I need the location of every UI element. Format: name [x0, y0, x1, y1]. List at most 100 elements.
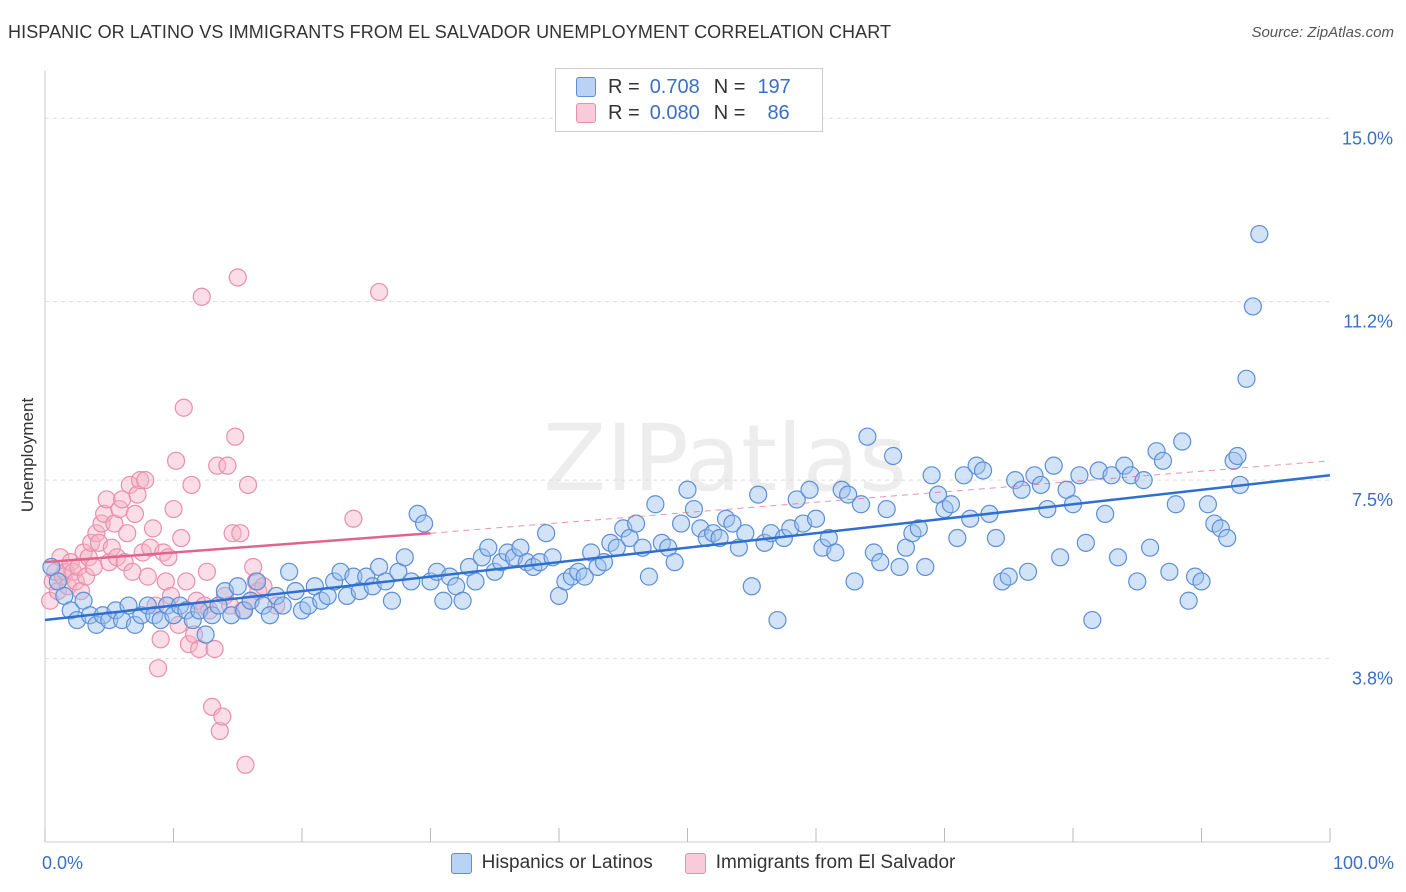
data-point [97, 490, 116, 509]
data-point [164, 499, 183, 519]
data-point [742, 577, 761, 596]
data-point [174, 398, 193, 417]
axes [44, 70, 1331, 843]
data-point [749, 485, 768, 504]
data-point [260, 606, 279, 625]
data-point [223, 524, 242, 543]
legend-row-hispanics: R = 0.708 N = 197 [576, 74, 795, 100]
data-point [1076, 533, 1095, 552]
data-point [1147, 442, 1166, 461]
correlation-legend: R = 0.708 N = 197 R = 0.080 N = 86 [555, 68, 823, 132]
data-point [402, 572, 421, 591]
data-point [202, 606, 222, 625]
series-immigrants-el-salvador [41, 268, 389, 774]
data-point [1228, 446, 1247, 466]
data-point [61, 601, 80, 620]
data-point [736, 524, 755, 543]
data-point [1211, 519, 1230, 538]
data-point [986, 528, 1006, 548]
y-tick-label: 11.2% [1343, 312, 1393, 332]
data-point [845, 572, 864, 591]
data-point [1128, 572, 1147, 591]
data-point [1179, 591, 1198, 610]
data-point [485, 562, 504, 581]
data-point [218, 456, 237, 475]
chart-title: HISPANIC OR LATINO VS IMMIGRANTS FROM EL… [8, 22, 892, 42]
data-point [143, 519, 163, 538]
data-point [370, 282, 389, 302]
data-point [1160, 562, 1179, 581]
data-point [1006, 471, 1025, 490]
data-point [395, 548, 414, 567]
data-point [626, 514, 646, 533]
source-label: Source: ZipAtlas.com [1251, 24, 1394, 41]
data-point [156, 572, 175, 591]
data-point [169, 615, 188, 634]
data-point [1051, 548, 1070, 567]
data-point [273, 596, 292, 615]
data-point [238, 475, 258, 495]
data-point [357, 567, 376, 586]
legend-swatch-blue [450, 852, 472, 874]
data-point [1102, 466, 1121, 485]
data-point [74, 543, 93, 562]
data-point [877, 499, 896, 519]
data-point [434, 591, 453, 610]
data-point [646, 495, 665, 514]
data-point [166, 451, 186, 470]
data-point [148, 659, 168, 678]
y-tick-label: 15.0% [1342, 128, 1393, 148]
legend-label-hispanics: Hispanics or Latinos [481, 852, 653, 873]
data-point [941, 495, 961, 514]
y-tick-label: 3.8% [1352, 669, 1393, 689]
data-point [118, 524, 137, 543]
legend-label-el-salvador: Immigrants from El Salvador [715, 852, 956, 873]
data-point [105, 514, 124, 533]
legend-swatch-blue [576, 77, 596, 97]
data-point [883, 446, 903, 466]
data-point [196, 625, 215, 644]
r-value: 0.708 [649, 75, 700, 98]
data-point [280, 562, 299, 581]
data-point [1166, 495, 1185, 514]
data-point [1018, 562, 1038, 581]
data-point [136, 471, 155, 490]
data-point [909, 519, 928, 538]
data-point [125, 615, 145, 634]
data-point [177, 572, 196, 591]
data-point [684, 499, 704, 519]
data-point [192, 287, 211, 306]
watermark: ZIPatlas [543, 405, 907, 512]
data-point [961, 509, 980, 528]
data-point [208, 456, 227, 475]
r-label: R = [608, 75, 640, 98]
data-point [1096, 504, 1115, 524]
data-point [639, 567, 659, 586]
data-point [138, 567, 157, 586]
data-point [1192, 572, 1211, 591]
data-point [973, 461, 993, 480]
legend-row-el-salvador: R = 0.080 N = 86 [576, 100, 794, 126]
data-point [1198, 495, 1218, 514]
data-point [479, 538, 498, 557]
legend-item-hispanics: Hispanics or Latinos [450, 852, 653, 874]
data-point [1038, 499, 1057, 519]
series-hispanics-latinos [42, 224, 1269, 644]
data-point [100, 610, 119, 630]
legend-item-el-salvador: Immigrants from El Salvador [684, 852, 956, 874]
data-point [1083, 610, 1102, 630]
data-point [890, 557, 909, 577]
data-point [710, 528, 729, 548]
data-point [84, 557, 103, 577]
data-point [183, 610, 202, 630]
data-point [172, 528, 191, 548]
data-point [231, 524, 250, 543]
trend-lines [44, 460, 1331, 622]
data-point [228, 268, 247, 287]
data-point [806, 509, 826, 528]
x-tick-min: 0.0% [42, 853, 84, 873]
data-point [453, 591, 472, 610]
r-value: 0.080 [649, 101, 700, 124]
data-point [800, 480, 819, 499]
data-point [344, 509, 363, 528]
